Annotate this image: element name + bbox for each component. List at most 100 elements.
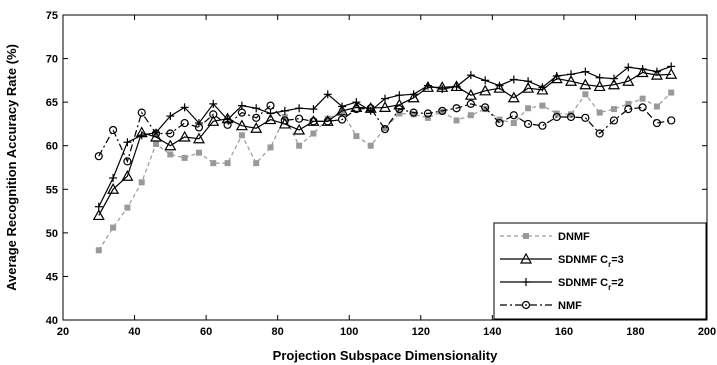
data-point-sdnmf-cr-3 <box>164 139 177 151</box>
data-point-sdnmf-cr-3 <box>107 183 120 194</box>
legend-label-suffix: =2 <box>611 277 624 289</box>
data-point-dnmf <box>110 224 117 231</box>
data-point-nmf <box>595 129 604 138</box>
x-tick-label: 120 <box>412 326 430 338</box>
y-tick-label: 40 <box>46 315 58 327</box>
plot-frame <box>62 14 708 321</box>
data-point-dnmf <box>653 103 660 110</box>
data-point-sdnmf-cr-2 <box>94 202 103 211</box>
series-sdnmf-cr-3 <box>92 66 678 221</box>
legend-item: SDNMF Cr=3 <box>500 252 624 269</box>
data-point-nmf <box>409 108 418 117</box>
series-nmf <box>94 99 676 166</box>
data-point-sdnmf-cr-2 <box>180 103 189 112</box>
data-point-sdnmf-cr-3 <box>407 91 420 103</box>
data-point-dnmf <box>124 204 131 211</box>
data-point-dnmf <box>453 117 460 124</box>
data-point-sdnmf-cr-2 <box>552 72 561 80</box>
data-point-sdnmf-cr-2 <box>280 106 289 115</box>
data-point-dnmf <box>310 130 317 137</box>
x-axis-title: Projection Subspace Dimensionality <box>273 348 498 363</box>
data-point-sdnmf-cr-2 <box>481 76 490 85</box>
data-point-nmf <box>237 108 246 117</box>
data-point-sdnmf-cr-3 <box>579 78 592 90</box>
data-point-nmf <box>166 129 175 138</box>
legend-item: DNMF <box>500 231 590 243</box>
x-tick-label: 100 <box>340 326 358 338</box>
data-point-sdnmf-cr-3 <box>665 68 678 79</box>
legend-item: NMF <box>500 300 582 312</box>
legend-label: SDNMF Cr=3 <box>558 254 624 269</box>
data-point-dnmf <box>596 109 603 116</box>
legend-label: DNMF <box>558 231 590 243</box>
data-point-sdnmf-cr-2 <box>595 73 604 82</box>
data-point-nmf <box>194 123 204 132</box>
data-point-sdnmf-cr-3 <box>650 68 663 80</box>
data-point-nmf <box>638 103 647 112</box>
data-point-sdnmf-cr-2 <box>237 101 246 110</box>
data-point-dnmf <box>195 149 202 156</box>
data-point-nmf <box>223 120 232 129</box>
data-point-nmf <box>566 112 576 122</box>
data-point-sdnmf-cr-2 <box>295 104 304 113</box>
plot-border <box>62 14 708 321</box>
data-point-sdnmf-cr-2 <box>309 105 318 114</box>
x-tick-label: 20 <box>57 326 69 338</box>
data-point-dnmf <box>582 91 589 98</box>
data-point-nmf <box>337 115 347 124</box>
data-point-sdnmf-cr-3 <box>636 66 649 78</box>
data-point-sdnmf-cr-2 <box>252 104 261 113</box>
data-point-nmf <box>581 113 590 122</box>
data-point-nmf <box>352 105 361 114</box>
series-layer <box>92 62 678 254</box>
data-point-dnmf <box>539 102 546 109</box>
data-point-sdnmf-cr-2 <box>266 109 275 118</box>
legend-label-text: SDNMF C <box>558 254 608 266</box>
legend-item: SDNMF Cr=2 <box>500 277 624 292</box>
data-point-dnmf <box>167 151 174 158</box>
data-point-sdnmf-cr-3 <box>507 91 520 103</box>
x-tick-label: 60 <box>200 326 212 338</box>
data-point-nmf <box>452 104 461 113</box>
data-point-nmf <box>509 111 518 120</box>
data-point-nmf <box>524 119 533 129</box>
data-point-sdnmf-cr-2 <box>123 138 132 147</box>
y-tick-label: 75 <box>46 10 58 22</box>
data-point-nmf <box>295 114 304 123</box>
data-point-nmf <box>309 117 318 126</box>
data-point-sdnmf-cr-2 <box>352 98 361 107</box>
data-point-sdnmf-cr-3 <box>622 74 635 86</box>
data-point-sdnmf-cr-2 <box>409 90 418 99</box>
data-point-sdnmf-cr-2 <box>395 91 404 100</box>
data-point-dnmf <box>639 95 646 102</box>
data-point-sdnmf-cr-3 <box>493 81 506 93</box>
data-point-sdnmf-cr-2 <box>137 131 146 140</box>
legend-label: NMF <box>558 300 582 312</box>
x-tick-label: 200 <box>698 326 716 338</box>
data-point-nmf <box>466 99 475 108</box>
data-point-nmf <box>252 113 261 122</box>
series-line-dnmf <box>98 92 672 251</box>
y-tick-label: 55 <box>46 184 58 196</box>
data-point-sdnmf-cr-3 <box>235 119 248 131</box>
data-point-nmf <box>94 152 103 161</box>
legend-marker <box>519 252 533 264</box>
legend-label-subscript: r <box>608 283 611 292</box>
data-point-sdnmf-cr-3 <box>522 81 535 93</box>
series-line-nmf <box>98 103 672 164</box>
data-point-nmf <box>395 105 404 114</box>
data-point-nmf <box>380 125 390 134</box>
data-point-nmf <box>108 125 118 135</box>
data-point-sdnmf-cr-3 <box>293 123 306 135</box>
data-point-sdnmf-cr-2 <box>381 94 389 103</box>
data-point-sdnmf-cr-3 <box>479 84 492 96</box>
data-point-sdnmf-cr-3 <box>192 132 205 144</box>
legend-label-subscript: r <box>608 260 611 269</box>
legend-label-text: NMF <box>558 300 582 312</box>
data-point-dnmf <box>467 112 474 119</box>
data-point-sdnmf-cr-3 <box>178 130 191 142</box>
data-point-nmf <box>481 103 490 112</box>
series-sdnmf-cr-2 <box>94 62 676 211</box>
data-point-sdnmf-cr-2 <box>166 112 175 121</box>
